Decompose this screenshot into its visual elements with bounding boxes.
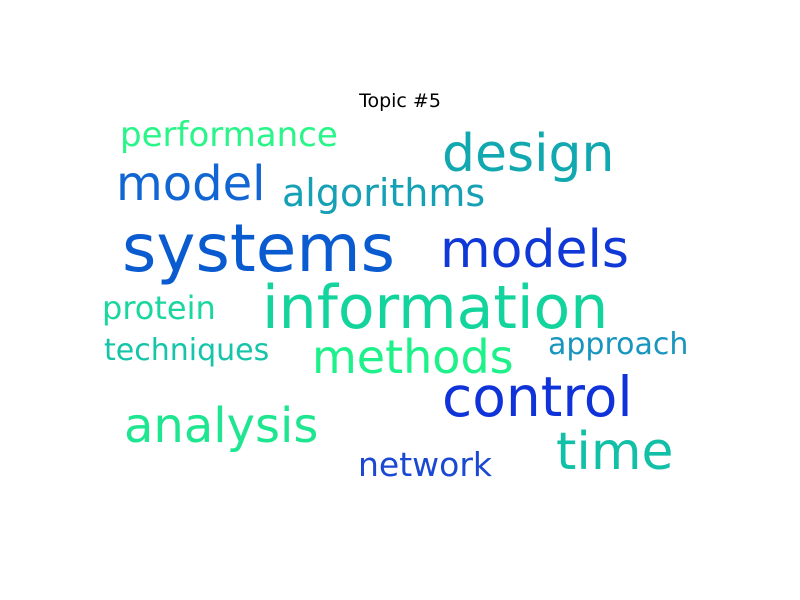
word-protein: protein [102,289,216,327]
word-models: models [440,220,630,280]
word-analysis: analysis [124,398,319,454]
word-systems: systems [122,210,395,287]
word-algorithms: algorithms [282,171,486,215]
word-control: control [442,365,633,429]
word-time: time [556,422,674,482]
figure-title: Topic #5 [359,90,441,112]
word-design: design [442,124,615,184]
word-information: information [262,273,609,343]
word-network: network [358,445,493,484]
word-performance: performance [120,115,338,155]
word-approach: approach [548,327,689,362]
word-methods: methods [312,330,514,384]
word-techniques: techniques [104,333,270,368]
word-model: model [116,156,266,212]
